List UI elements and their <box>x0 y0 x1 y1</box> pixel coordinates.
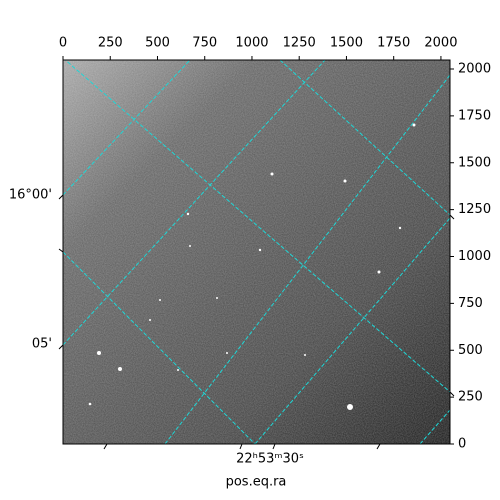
y-tick-label: 500 <box>458 343 483 358</box>
x-tick-label: 1250 <box>283 36 316 51</box>
y-tick-label: 1000 <box>458 249 491 264</box>
x-tick-label: 1750 <box>377 36 410 51</box>
x-tick-label: 1000 <box>235 36 268 51</box>
y-tick-label: 1750 <box>458 108 491 123</box>
y-tick-label: 2000 <box>458 62 491 77</box>
y-tick-label: 0 <box>458 437 466 452</box>
wcs-ticks <box>58 194 455 450</box>
wcs-x-label: 22ʰ53ᵐ30ˢ <box>236 452 304 467</box>
x-tick-label: 750 <box>192 36 217 51</box>
y-tick-label: 1500 <box>458 155 491 170</box>
wcs-y-label: 16°00' <box>9 188 52 203</box>
wcs-y-label: 05' <box>32 337 52 352</box>
x-axis-label: pos.eq.ra <box>226 475 287 490</box>
x-tick-label: 0 <box>59 36 67 51</box>
y-tick-label: 250 <box>458 390 483 405</box>
x-tick-label: 250 <box>98 36 123 51</box>
x-tick-label: 500 <box>145 36 170 51</box>
y-tick-label: 750 <box>458 296 483 311</box>
x-tick-label: 2000 <box>424 36 457 51</box>
y-tick-label: 1250 <box>458 202 491 217</box>
x-tick-label: 1500 <box>330 36 363 51</box>
image <box>63 60 450 444</box>
